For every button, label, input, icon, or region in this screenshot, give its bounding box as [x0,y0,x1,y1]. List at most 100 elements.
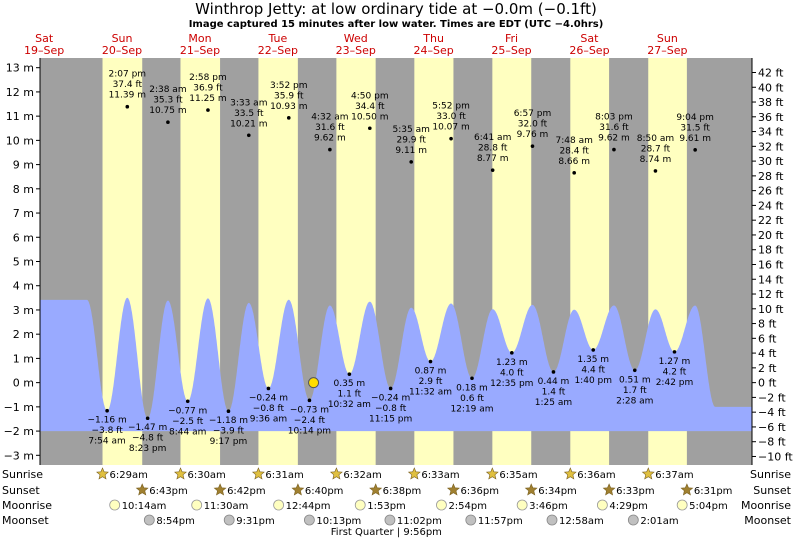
moonset-row-label-left: Moonset [2,514,49,527]
low-tide-label: 4.2 ft [663,367,687,377]
sunrise-time: 6:32am [343,470,381,481]
low-tide-label: 0.51 m [619,375,651,385]
moonrise-row-label-right: Moonrise [741,499,791,512]
moon-phase-label: First Quarter | 9:56pm [331,527,442,538]
high-tide-point [693,148,697,152]
low-tide-label: 11:32 am [409,388,452,398]
date-label: 25–Sep [491,44,531,57]
right-tick-label: 22 ft [758,214,784,227]
left-tick-label: 0 m [13,377,34,390]
low-tide-point [510,351,514,355]
sunset-icon [369,483,383,496]
day-of-week-label: Fri [505,32,518,45]
moonrise-icon [596,499,608,511]
low-tide-label: −0.77 m [168,406,207,416]
left-tick-label: −2 m [4,425,34,438]
sunrise-icon [329,467,343,480]
high-tide-label: 4:50 pm [351,91,389,101]
low-tide-label: −2.4 ft [294,416,326,426]
sunrise-row-label-left: Sunrise [2,468,43,481]
left-tick-label: 8 m [13,183,34,196]
day-of-week-label: Sun [112,32,133,45]
right-tick-label: 24 ft [758,199,784,212]
left-tick-label: −3 m [4,449,34,462]
moonrise-icon [273,499,285,511]
right-tick-label: −2 ft [758,391,786,404]
high-tide-point [125,104,130,109]
high-tide-label: 31.6 ft [315,123,345,133]
high-tide-point [530,144,535,148]
moonrise-icon [354,499,366,511]
right-tick-label: 14 ft [758,273,784,286]
day-of-week-label: Sat [35,32,54,45]
low-tide-label: 1.4 ft [542,387,566,397]
sunrise-icon [407,467,421,480]
sunset-icon [602,483,616,496]
high-tide-label: 9.61 m [679,134,711,144]
moonset-icon [143,514,155,526]
day-of-week-label: Mon [188,32,211,45]
date-label: 19–Sep [24,44,64,57]
low-tide-label: 4.4 ft [581,365,605,375]
day-of-week-label: Tue [267,32,287,45]
date-label: 23–Sep [336,44,376,57]
low-tide-label: 0.35 m [334,379,366,389]
high-tide-label: 10.75 m [149,106,186,116]
sunset-icon [135,483,149,496]
sunset-time: 6:36pm [460,486,499,497]
low-tide-label: 1.35 m [577,355,609,365]
sunset-row-label-right: Sunset [753,484,791,497]
high-tide-point [409,160,413,164]
moonset-row-label-right: Moonset [744,514,791,527]
left-tick-label: −1 m [4,401,34,414]
low-tide-label: 2:28 am [616,396,653,406]
left-tick-label: 11 m [6,110,34,123]
date-label: 20–Sep [102,44,142,57]
high-tide-point [166,120,170,124]
high-tide-label: 33.0 ft [436,112,466,122]
moonrise-time: 1:53pm [367,501,406,512]
sun-moon-layer: Sunrise Sunrise Sunset Sunset Moonrise Moonri… [2,467,792,538]
low-tide-label: 2.9 ft [419,377,443,387]
high-tide-label: 5:52 pm [432,102,470,112]
high-tide-point [206,108,210,112]
sunset-time: 6:40pm [305,486,344,497]
high-tide-label: 8.77 m [477,154,509,164]
right-tick-label: 6 ft [758,332,777,345]
sunset-time: 6:33pm [616,486,655,497]
right-tick-label: −6 ft [758,421,786,434]
date-label: 24–Sep [414,44,454,57]
low-tide-point [226,409,231,414]
right-tick-label: −4 ft [758,406,786,419]
right-tick-label: 18 ft [758,244,784,257]
low-tide-label: 10:14 pm [288,426,331,436]
sunrise-time: 6:30am [187,470,225,481]
high-tide-label: 5:35 am [393,125,430,135]
moonset-time: 8:54pm [156,516,195,527]
moonset-icon [303,514,315,526]
low-tide-label: 10:32 am [328,400,371,410]
high-tide-point [328,147,332,152]
sunrise-time: 6:36am [577,470,615,481]
high-tide-label: 4:32 am [311,113,348,123]
day-of-week-label: Wed [344,32,368,45]
sunrise-time: 6:33am [421,470,459,481]
low-tide-label: 1.7 ft [623,386,647,396]
high-tide-label: 9.62 m [598,134,630,144]
moonrise-time: 11:30am [204,501,249,512]
left-tick-label: 1 m [13,352,34,365]
low-tide-label: 8:23 pm [129,444,167,454]
low-tide-label: −3.9 ft [213,427,245,437]
day-of-week-label: Sat [580,32,599,45]
sunset-icon [524,483,538,496]
sunrise-icon [485,467,499,480]
low-tide-label: 1:40 pm [574,376,612,386]
moonset-icon [546,514,558,526]
high-tide-point [368,126,372,131]
high-tide-label: 33.5 ft [234,109,264,119]
chart-subtitle: Image captured 15 minutes after low wate… [189,19,604,30]
left-tick-label: 13 m [6,62,34,75]
high-tide-label: 36.9 ft [193,84,223,94]
left-tick-label: 2 m [13,328,34,341]
